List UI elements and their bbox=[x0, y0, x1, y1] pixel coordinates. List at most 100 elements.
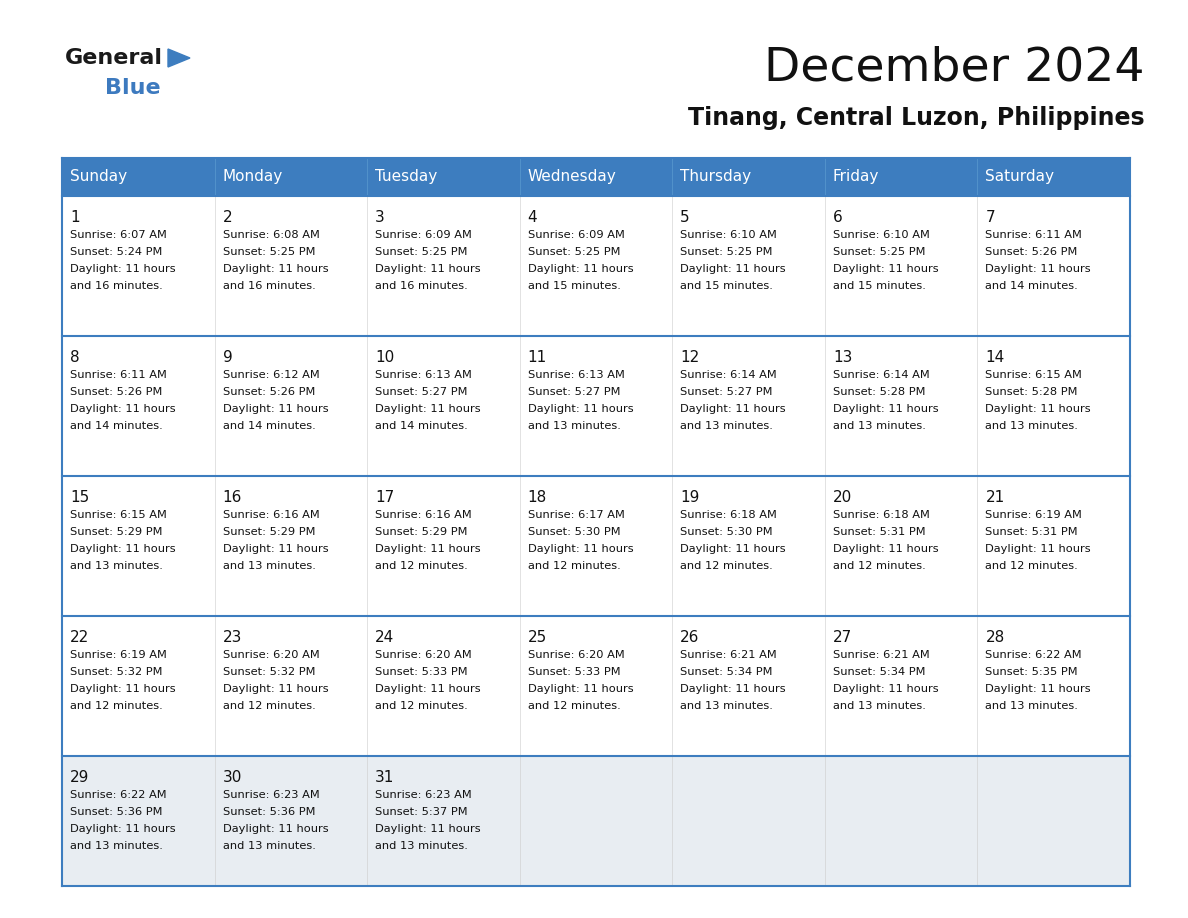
Text: Sunset: 5:31 PM: Sunset: 5:31 PM bbox=[833, 527, 925, 537]
Text: Sunset: 5:29 PM: Sunset: 5:29 PM bbox=[70, 527, 163, 537]
Text: Daylight: 11 hours: Daylight: 11 hours bbox=[681, 544, 786, 554]
Text: 5: 5 bbox=[681, 210, 690, 225]
Text: 31: 31 bbox=[375, 770, 394, 785]
Text: Daylight: 11 hours: Daylight: 11 hours bbox=[222, 824, 328, 834]
Text: 28: 28 bbox=[985, 630, 1005, 645]
Text: Sunrise: 6:15 AM: Sunrise: 6:15 AM bbox=[985, 370, 1082, 380]
Bar bbox=[367, 336, 519, 476]
Text: Sunset: 5:26 PM: Sunset: 5:26 PM bbox=[985, 247, 1078, 257]
Bar bbox=[978, 336, 1130, 476]
Text: Daylight: 11 hours: Daylight: 11 hours bbox=[985, 544, 1091, 554]
Bar bbox=[672, 476, 824, 616]
Bar bbox=[215, 616, 367, 756]
Text: Sunrise: 6:18 AM: Sunrise: 6:18 AM bbox=[681, 510, 777, 520]
Text: Sunrise: 6:23 AM: Sunrise: 6:23 AM bbox=[375, 790, 472, 800]
Text: and 14 minutes.: and 14 minutes. bbox=[375, 421, 468, 431]
Text: Sunrise: 6:19 AM: Sunrise: 6:19 AM bbox=[70, 650, 166, 660]
Text: 9: 9 bbox=[222, 350, 233, 365]
Bar bbox=[672, 616, 824, 756]
Text: and 16 minutes.: and 16 minutes. bbox=[70, 281, 163, 291]
Text: Daylight: 11 hours: Daylight: 11 hours bbox=[70, 404, 176, 414]
Text: Sunrise: 6:09 AM: Sunrise: 6:09 AM bbox=[527, 230, 625, 240]
Bar bbox=[824, 196, 978, 336]
Bar bbox=[62, 756, 215, 886]
Text: Daylight: 11 hours: Daylight: 11 hours bbox=[222, 404, 328, 414]
Bar bbox=[215, 196, 367, 336]
Text: Sunset: 5:36 PM: Sunset: 5:36 PM bbox=[70, 807, 163, 817]
Text: Daylight: 11 hours: Daylight: 11 hours bbox=[527, 544, 633, 554]
Text: Blue: Blue bbox=[105, 78, 160, 98]
Bar bbox=[215, 756, 367, 886]
Text: 21: 21 bbox=[985, 490, 1005, 505]
Text: Sunset: 5:28 PM: Sunset: 5:28 PM bbox=[833, 387, 925, 397]
Bar bbox=[824, 476, 978, 616]
Bar bbox=[978, 196, 1130, 336]
Text: Daylight: 11 hours: Daylight: 11 hours bbox=[375, 404, 481, 414]
Bar bbox=[824, 336, 978, 476]
Text: and 12 minutes.: and 12 minutes. bbox=[375, 561, 468, 571]
Text: Daylight: 11 hours: Daylight: 11 hours bbox=[375, 824, 481, 834]
Text: Sunset: 5:35 PM: Sunset: 5:35 PM bbox=[985, 667, 1078, 677]
Text: Daylight: 11 hours: Daylight: 11 hours bbox=[375, 684, 481, 694]
Text: 16: 16 bbox=[222, 490, 242, 505]
Bar bbox=[62, 158, 1130, 196]
Text: Sunset: 5:24 PM: Sunset: 5:24 PM bbox=[70, 247, 163, 257]
Text: Sunset: 5:31 PM: Sunset: 5:31 PM bbox=[985, 527, 1078, 537]
Text: Sunset: 5:25 PM: Sunset: 5:25 PM bbox=[681, 247, 772, 257]
Bar bbox=[672, 196, 824, 336]
Text: Sunrise: 6:16 AM: Sunrise: 6:16 AM bbox=[222, 510, 320, 520]
Text: and 13 minutes.: and 13 minutes. bbox=[985, 421, 1079, 431]
Text: and 13 minutes.: and 13 minutes. bbox=[375, 841, 468, 851]
Bar bbox=[519, 476, 672, 616]
Text: 12: 12 bbox=[681, 350, 700, 365]
Text: Sunrise: 6:12 AM: Sunrise: 6:12 AM bbox=[222, 370, 320, 380]
Text: Sunrise: 6:07 AM: Sunrise: 6:07 AM bbox=[70, 230, 166, 240]
Bar bbox=[519, 196, 672, 336]
Text: Sunrise: 6:20 AM: Sunrise: 6:20 AM bbox=[222, 650, 320, 660]
Text: and 13 minutes.: and 13 minutes. bbox=[681, 421, 773, 431]
Text: Sunrise: 6:15 AM: Sunrise: 6:15 AM bbox=[70, 510, 166, 520]
Text: 18: 18 bbox=[527, 490, 546, 505]
Text: and 13 minutes.: and 13 minutes. bbox=[222, 841, 316, 851]
Text: Sunset: 5:27 PM: Sunset: 5:27 PM bbox=[527, 387, 620, 397]
Text: Sunset: 5:33 PM: Sunset: 5:33 PM bbox=[527, 667, 620, 677]
Text: Daylight: 11 hours: Daylight: 11 hours bbox=[375, 264, 481, 274]
Text: and 13 minutes.: and 13 minutes. bbox=[985, 701, 1079, 711]
Bar bbox=[672, 336, 824, 476]
Text: Sunset: 5:28 PM: Sunset: 5:28 PM bbox=[985, 387, 1078, 397]
Text: Sunrise: 6:13 AM: Sunrise: 6:13 AM bbox=[375, 370, 472, 380]
Bar bbox=[824, 756, 978, 886]
Text: Daylight: 11 hours: Daylight: 11 hours bbox=[833, 264, 939, 274]
Text: 19: 19 bbox=[681, 490, 700, 505]
Text: 7: 7 bbox=[985, 210, 996, 225]
Bar bbox=[62, 616, 215, 756]
Text: Sunset: 5:34 PM: Sunset: 5:34 PM bbox=[681, 667, 772, 677]
Text: Daylight: 11 hours: Daylight: 11 hours bbox=[833, 684, 939, 694]
Text: Sunset: 5:25 PM: Sunset: 5:25 PM bbox=[222, 247, 315, 257]
Bar bbox=[215, 336, 367, 476]
Text: 26: 26 bbox=[681, 630, 700, 645]
Text: 11: 11 bbox=[527, 350, 546, 365]
Text: and 15 minutes.: and 15 minutes. bbox=[833, 281, 925, 291]
Text: and 13 minutes.: and 13 minutes. bbox=[70, 841, 163, 851]
Text: and 14 minutes.: and 14 minutes. bbox=[70, 421, 163, 431]
Text: Sunset: 5:36 PM: Sunset: 5:36 PM bbox=[222, 807, 315, 817]
Bar bbox=[62, 196, 215, 336]
Text: Sunrise: 6:19 AM: Sunrise: 6:19 AM bbox=[985, 510, 1082, 520]
Bar bbox=[62, 336, 215, 476]
Text: General: General bbox=[65, 48, 163, 68]
Text: Saturday: Saturday bbox=[985, 170, 1055, 185]
Text: Sunrise: 6:10 AM: Sunrise: 6:10 AM bbox=[681, 230, 777, 240]
Text: 2: 2 bbox=[222, 210, 232, 225]
Text: Daylight: 11 hours: Daylight: 11 hours bbox=[222, 544, 328, 554]
Text: and 13 minutes.: and 13 minutes. bbox=[833, 701, 925, 711]
Text: Sunrise: 6:20 AM: Sunrise: 6:20 AM bbox=[375, 650, 472, 660]
Text: and 12 minutes.: and 12 minutes. bbox=[833, 561, 925, 571]
Text: Sunset: 5:27 PM: Sunset: 5:27 PM bbox=[375, 387, 468, 397]
Text: Sunrise: 6:17 AM: Sunrise: 6:17 AM bbox=[527, 510, 625, 520]
Text: and 12 minutes.: and 12 minutes. bbox=[70, 701, 163, 711]
Text: Tuesday: Tuesday bbox=[375, 170, 437, 185]
Text: and 12 minutes.: and 12 minutes. bbox=[681, 561, 773, 571]
Text: 30: 30 bbox=[222, 770, 242, 785]
Text: Daylight: 11 hours: Daylight: 11 hours bbox=[985, 404, 1091, 414]
